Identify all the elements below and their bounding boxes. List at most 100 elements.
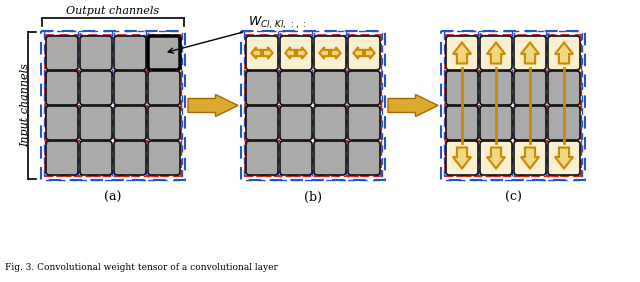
FancyBboxPatch shape <box>514 141 546 175</box>
Polygon shape <box>555 147 573 169</box>
Bar <box>441 31 585 180</box>
Bar <box>245 70 381 106</box>
Bar <box>445 70 581 106</box>
Bar <box>45 105 181 141</box>
Polygon shape <box>521 147 539 169</box>
FancyBboxPatch shape <box>514 71 546 105</box>
FancyBboxPatch shape <box>480 36 512 70</box>
Polygon shape <box>365 47 374 59</box>
Polygon shape <box>297 47 307 59</box>
Bar <box>45 70 181 106</box>
Polygon shape <box>555 43 573 63</box>
FancyBboxPatch shape <box>446 141 478 175</box>
Text: (a): (a) <box>104 191 122 204</box>
FancyBboxPatch shape <box>148 106 180 140</box>
FancyBboxPatch shape <box>548 141 580 175</box>
FancyBboxPatch shape <box>348 106 380 140</box>
FancyBboxPatch shape <box>348 141 380 175</box>
Polygon shape <box>487 147 505 169</box>
FancyBboxPatch shape <box>114 71 146 105</box>
FancyBboxPatch shape <box>548 71 580 105</box>
FancyBboxPatch shape <box>46 141 78 175</box>
Polygon shape <box>331 47 340 59</box>
Text: (b): (b) <box>304 191 322 204</box>
Bar <box>444 31 480 180</box>
Bar <box>445 35 581 71</box>
FancyBboxPatch shape <box>280 36 312 70</box>
Bar <box>245 35 381 71</box>
Bar <box>278 31 314 180</box>
FancyBboxPatch shape <box>246 71 278 105</box>
Polygon shape <box>285 47 295 59</box>
Bar <box>78 31 114 180</box>
FancyBboxPatch shape <box>80 71 112 105</box>
Bar <box>445 35 581 176</box>
Polygon shape <box>319 47 329 59</box>
Bar <box>346 31 382 180</box>
FancyBboxPatch shape <box>148 36 180 70</box>
Bar <box>244 31 280 180</box>
Text: $W_{Cl,\,Kl,\,:,\,:}$: $W_{Cl,\,Kl,\,:,\,:}$ <box>168 15 307 53</box>
Bar <box>245 140 381 176</box>
FancyBboxPatch shape <box>348 71 380 105</box>
FancyBboxPatch shape <box>280 106 312 140</box>
Bar <box>146 31 182 180</box>
FancyBboxPatch shape <box>246 36 278 70</box>
Text: Input channels: Input channels <box>20 63 30 147</box>
FancyBboxPatch shape <box>114 141 146 175</box>
Bar <box>112 31 148 180</box>
FancyBboxPatch shape <box>348 36 380 70</box>
FancyBboxPatch shape <box>314 36 346 70</box>
Bar <box>245 105 381 141</box>
FancyBboxPatch shape <box>46 71 78 105</box>
Bar <box>445 140 581 176</box>
FancyBboxPatch shape <box>514 36 546 70</box>
Bar <box>45 35 181 71</box>
Bar <box>546 31 582 180</box>
FancyBboxPatch shape <box>280 141 312 175</box>
Bar <box>312 31 348 180</box>
Bar <box>45 35 181 176</box>
FancyBboxPatch shape <box>480 71 512 105</box>
Bar <box>44 31 80 180</box>
FancyBboxPatch shape <box>314 106 346 140</box>
Polygon shape <box>388 94 438 116</box>
Polygon shape <box>487 43 505 63</box>
Text: Output channels: Output channels <box>67 6 159 16</box>
FancyBboxPatch shape <box>80 36 112 70</box>
Polygon shape <box>453 43 471 63</box>
FancyBboxPatch shape <box>314 71 346 105</box>
FancyBboxPatch shape <box>548 106 580 140</box>
FancyBboxPatch shape <box>80 106 112 140</box>
Bar <box>478 31 514 180</box>
FancyBboxPatch shape <box>80 141 112 175</box>
FancyBboxPatch shape <box>114 36 146 70</box>
FancyBboxPatch shape <box>246 106 278 140</box>
FancyBboxPatch shape <box>46 36 78 70</box>
Bar <box>245 35 381 176</box>
FancyBboxPatch shape <box>480 106 512 140</box>
Polygon shape <box>453 147 471 169</box>
Bar <box>445 105 581 141</box>
FancyBboxPatch shape <box>246 141 278 175</box>
Polygon shape <box>263 47 273 59</box>
FancyBboxPatch shape <box>446 71 478 105</box>
FancyBboxPatch shape <box>446 106 478 140</box>
Bar <box>241 31 385 180</box>
Bar <box>41 31 185 180</box>
Bar <box>45 140 181 176</box>
Polygon shape <box>252 47 261 59</box>
Text: (c): (c) <box>504 191 522 204</box>
Polygon shape <box>353 47 363 59</box>
FancyBboxPatch shape <box>114 106 146 140</box>
Polygon shape <box>188 94 238 116</box>
FancyBboxPatch shape <box>280 71 312 105</box>
FancyBboxPatch shape <box>314 141 346 175</box>
FancyBboxPatch shape <box>548 36 580 70</box>
Bar <box>512 31 548 180</box>
FancyBboxPatch shape <box>46 106 78 140</box>
FancyBboxPatch shape <box>148 141 180 175</box>
FancyBboxPatch shape <box>480 141 512 175</box>
Polygon shape <box>521 43 539 63</box>
FancyBboxPatch shape <box>514 106 546 140</box>
